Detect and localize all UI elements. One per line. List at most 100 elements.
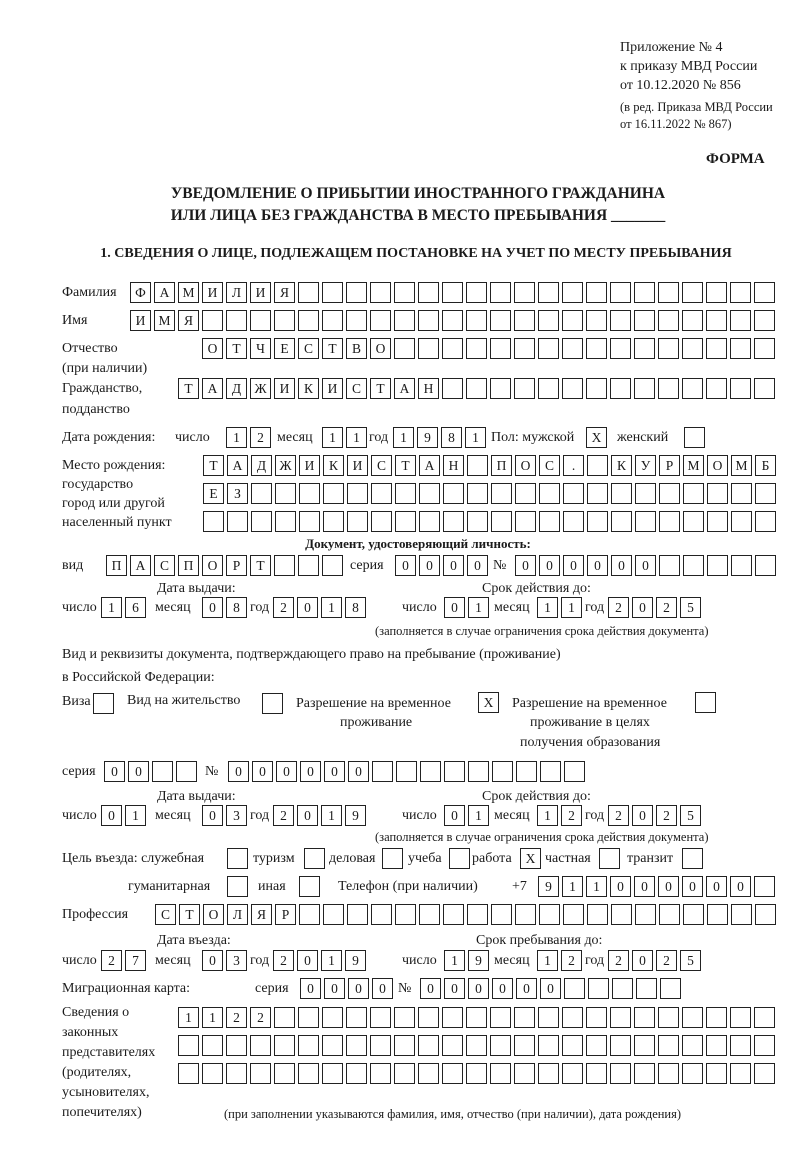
char-cell[interactable]: 1 [321, 805, 342, 826]
char-cell[interactable] [682, 378, 703, 399]
char-cell[interactable] [274, 555, 295, 576]
char-cell[interactable] [250, 1063, 271, 1084]
char-cell[interactable]: 1 [321, 950, 342, 971]
char-cell[interactable]: М [154, 310, 175, 331]
char-cell[interactable] [323, 483, 344, 504]
char-cell[interactable] [634, 338, 655, 359]
char-cell[interactable]: 0 [611, 555, 632, 576]
char-cell[interactable] [540, 761, 561, 782]
char-cell[interactable] [322, 555, 343, 576]
char-cell[interactable]: Т [370, 378, 391, 399]
char-cell[interactable]: 1 [226, 427, 247, 448]
char-cell[interactable]: 0 [632, 950, 653, 971]
char-cell[interactable]: С [298, 338, 319, 359]
char-cell[interactable] [394, 310, 415, 331]
char-cell[interactable] [492, 761, 513, 782]
char-cell[interactable] [516, 761, 537, 782]
char-cell[interactable] [514, 338, 535, 359]
char-cell[interactable]: 3 [226, 950, 247, 971]
char-cell[interactable]: 1 [322, 427, 343, 448]
char-cell[interactable]: 6 [125, 597, 146, 618]
char-cell[interactable] [731, 555, 752, 576]
char-cell[interactable]: 2 [101, 950, 122, 971]
checkbox-cell[interactable] [382, 848, 403, 869]
char-cell[interactable] [395, 511, 416, 532]
char-cell[interactable] [586, 1007, 607, 1028]
char-cell[interactable] [755, 511, 776, 532]
checkbox-cell[interactable] [93, 693, 114, 714]
char-cell[interactable]: 1 [101, 597, 122, 618]
char-cell[interactable] [298, 1063, 319, 1084]
char-cell[interactable]: О [515, 455, 536, 476]
char-cell[interactable] [467, 511, 488, 532]
char-cell[interactable] [707, 904, 728, 925]
char-cell[interactable] [634, 282, 655, 303]
char-cell[interactable] [514, 310, 535, 331]
char-cell[interactable]: 8 [226, 597, 247, 618]
char-cell[interactable] [274, 1035, 295, 1056]
char-cell[interactable] [707, 483, 728, 504]
char-cell[interactable] [323, 511, 344, 532]
char-cell[interactable]: 0 [467, 555, 488, 576]
char-cell[interactable] [514, 1063, 535, 1084]
char-cell[interactable]: 1 [125, 805, 146, 826]
checkbox-cell[interactable] [227, 876, 248, 897]
char-cell[interactable]: 1 [346, 427, 367, 448]
char-cell[interactable]: О [202, 555, 223, 576]
char-cell[interactable]: Р [226, 555, 247, 576]
char-cell[interactable] [396, 761, 417, 782]
char-cell[interactable] [298, 555, 319, 576]
char-cell[interactable] [586, 338, 607, 359]
char-cell[interactable] [467, 455, 488, 476]
char-cell[interactable] [635, 511, 656, 532]
char-cell[interactable]: Р [659, 455, 680, 476]
char-cell[interactable] [538, 378, 559, 399]
char-cell[interactable] [490, 338, 511, 359]
char-cell[interactable] [394, 338, 415, 359]
char-cell[interactable] [659, 511, 680, 532]
char-cell[interactable]: И [250, 282, 271, 303]
char-cell[interactable]: 0 [730, 876, 751, 897]
char-cell[interactable]: 1 [444, 950, 465, 971]
char-cell[interactable]: В [346, 338, 367, 359]
char-cell[interactable]: 8 [441, 427, 462, 448]
char-cell[interactable] [442, 1063, 463, 1084]
char-cell[interactable] [731, 511, 752, 532]
char-cell[interactable]: 0 [610, 876, 631, 897]
char-cell[interactable] [635, 483, 656, 504]
char-cell[interactable] [370, 282, 391, 303]
char-cell[interactable]: 0 [300, 761, 321, 782]
char-cell[interactable]: А [394, 378, 415, 399]
char-cell[interactable] [586, 282, 607, 303]
char-cell[interactable] [346, 310, 367, 331]
char-cell[interactable] [611, 483, 632, 504]
char-cell[interactable] [275, 511, 296, 532]
char-cell[interactable] [466, 310, 487, 331]
char-cell[interactable]: П [491, 455, 512, 476]
char-cell[interactable]: Т [203, 455, 224, 476]
char-cell[interactable]: 0 [706, 876, 727, 897]
char-cell[interactable] [562, 338, 583, 359]
char-cell[interactable] [706, 1063, 727, 1084]
char-cell[interactable] [418, 338, 439, 359]
char-cell[interactable] [682, 1007, 703, 1028]
char-cell[interactable] [538, 338, 559, 359]
char-cell[interactable] [611, 904, 632, 925]
char-cell[interactable] [730, 1035, 751, 1056]
char-cell[interactable] [178, 1063, 199, 1084]
char-cell[interactable]: 0 [372, 978, 393, 999]
char-cell[interactable] [299, 904, 320, 925]
char-cell[interactable]: 0 [658, 876, 679, 897]
char-cell[interactable]: Л [227, 904, 248, 925]
char-cell[interactable]: 9 [538, 876, 559, 897]
checkbox-cell[interactable] [682, 848, 703, 869]
char-cell[interactable]: 0 [300, 978, 321, 999]
char-cell[interactable]: 0 [297, 805, 318, 826]
char-cell[interactable] [730, 1007, 751, 1028]
char-cell[interactable] [659, 555, 680, 576]
char-cell[interactable] [466, 1063, 487, 1084]
char-cell[interactable]: 0 [297, 597, 318, 618]
char-cell[interactable] [563, 511, 584, 532]
char-cell[interactable] [538, 1063, 559, 1084]
char-cell[interactable] [394, 1063, 415, 1084]
